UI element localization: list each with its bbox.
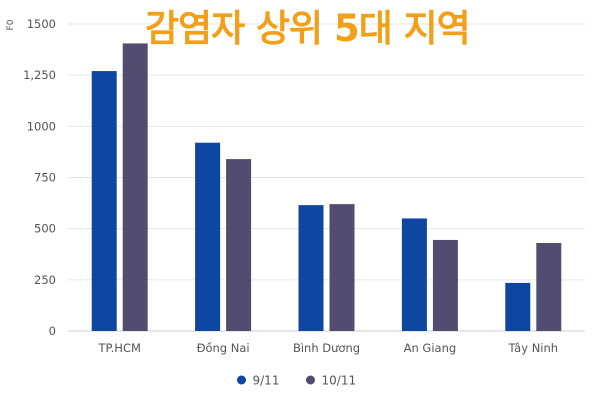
bar-10-11-0 — [122, 43, 148, 332]
legend-swatch — [306, 375, 315, 385]
y-axis-label: F0 — [6, 19, 16, 30]
bar-9-11-3 — [401, 218, 427, 331]
x-tick-label: Đồng Nai — [197, 341, 250, 355]
legend-item: 9/11 — [237, 374, 279, 388]
bar-9-11-0 — [91, 71, 117, 331]
bar-9-11-2 — [298, 205, 324, 331]
y-tick-label: 750 — [34, 171, 56, 185]
y-tick-label: 0 — [49, 324, 56, 338]
legend-label: 9/11 — [253, 374, 280, 388]
y-tick-label: 1500 — [27, 17, 56, 31]
x-tick-label: Tây Ninh — [508, 341, 559, 355]
bar-10-11-4 — [536, 242, 562, 331]
chart-title: 감염자 상위 5대 지역 — [145, 7, 471, 50]
y-axis-ticks: 0 250 500 750 1000 1,250 1500 — [23, 17, 56, 338]
gridlines — [68, 23, 585, 332]
legend-item: 10/11 — [306, 374, 356, 388]
bars — [91, 43, 562, 332]
y-tick-label: 500 — [34, 222, 56, 236]
bar-9-11-1 — [195, 142, 221, 331]
y-tick-label: 1,250 — [23, 68, 56, 82]
legend-label: 10/11 — [322, 374, 357, 388]
x-tick-label: TP.HCM — [97, 341, 140, 355]
x-tick-label: An Giang — [404, 341, 457, 355]
bar-10-11-3 — [432, 239, 458, 331]
y-tick-label: 250 — [34, 273, 56, 287]
legend-swatch — [237, 375, 246, 385]
bar-10-11-2 — [329, 204, 355, 331]
y-tick-label: 1000 — [27, 119, 56, 133]
bar-9-11-4 — [505, 282, 531, 331]
x-tick-label: Bình Dương — [293, 341, 360, 355]
x-axis-ticks: TP.HCM Đồng Nai Bình Dương An Giang Tây Ninh — [97, 341, 558, 355]
legend: 9/11 10/11 — [237, 374, 356, 388]
bar-10-11-1 — [226, 159, 252, 331]
